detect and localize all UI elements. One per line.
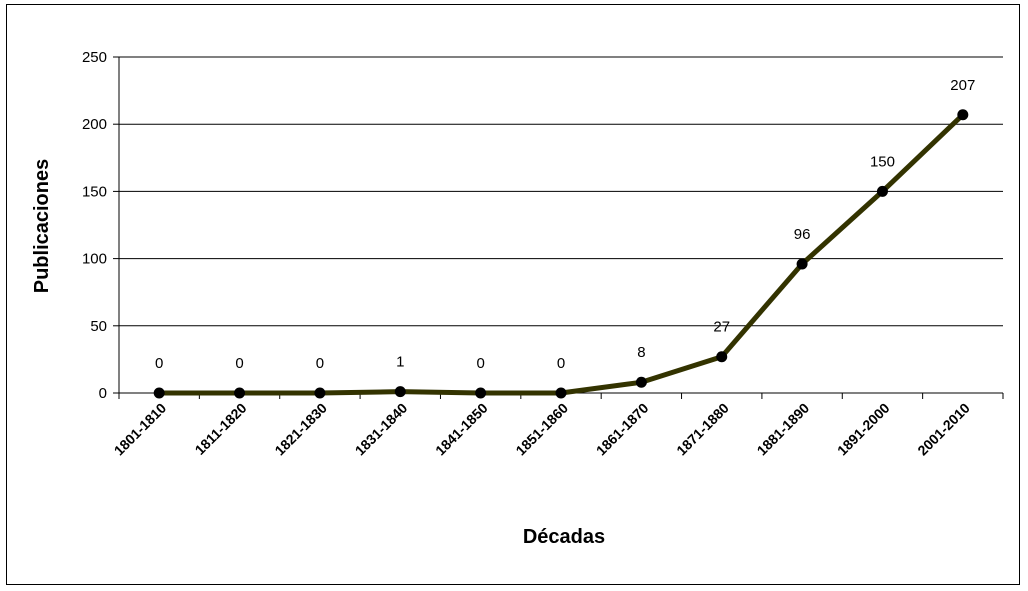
- series: [153, 109, 969, 399]
- data-label-1841-1850: 0: [476, 355, 484, 372]
- data-point-1881-1890: [796, 258, 808, 270]
- data-point-1811-1820: [234, 387, 246, 399]
- data-label-1801-1810: 0: [155, 355, 163, 372]
- x-tick-label-1871-1880: 1871-1880: [673, 400, 732, 459]
- y-axis-title: Publicaciones: [31, 159, 53, 294]
- data-label-2001-2010: 207: [950, 77, 975, 94]
- x-tick-label-1801-1810: 1801-1810: [111, 400, 170, 459]
- x-tick-label-1841-1850: 1841-1850: [432, 400, 491, 459]
- x-tick-label-1881-1890: 1881-1890: [754, 400, 813, 459]
- x-axis-title: Décadas: [523, 526, 605, 548]
- data-label-1881-1890: 96: [794, 226, 811, 243]
- data-label-1891-2000: 150: [870, 153, 895, 170]
- x-tick-label-2001-2010: 2001-2010: [914, 400, 973, 459]
- y-tick-label-50: 50: [90, 318, 107, 335]
- y-tick-labels: 0 50 100 150 200 250: [82, 49, 107, 402]
- series-line: [156, 112, 966, 396]
- data-label-1851-1860: 0: [557, 355, 565, 372]
- y-tick-label-200: 200: [82, 116, 107, 133]
- data-label-1861-1870: 8: [637, 344, 645, 361]
- data-label-1831-1840: 1: [396, 354, 404, 371]
- x-tick-label-1821-1830: 1821-1830: [271, 400, 330, 459]
- y-tick-label-250: 250: [82, 49, 107, 66]
- data-point-1831-1840: [394, 386, 406, 398]
- x-tick-labels: 1801-1810 1811-1820 1821-1830 1831-1840 1841…: [111, 400, 973, 459]
- x-tick-label-1851-1860: 1851-1860: [512, 400, 571, 459]
- data-label-1811-1820: 0: [235, 355, 243, 372]
- y-tick-label-100: 100: [82, 251, 107, 268]
- data-label-1821-1830: 0: [316, 355, 324, 372]
- data-labels: 0 0 0 1 0 0 8 27 96 150 207: [155, 77, 975, 372]
- data-point-1861-1870: [635, 376, 647, 388]
- data-point-1841-1850: [475, 387, 487, 399]
- data-label-1871-1880: 27: [713, 319, 730, 336]
- axes: [113, 56, 1004, 399]
- gridlines: [119, 56, 1003, 394]
- data-point-1871-1880: [716, 351, 728, 363]
- x-tick-label-1831-1840: 1831-1840: [352, 400, 411, 459]
- y-tick-label-0: 0: [99, 385, 107, 402]
- data-point-2001-2010: [957, 109, 969, 121]
- data-point-1851-1860: [555, 387, 567, 399]
- data-point-1801-1810: [153, 387, 165, 399]
- data-point-1891-2000: [876, 185, 888, 197]
- data-point-1821-1830: [314, 387, 326, 399]
- x-tick-label-1891-2000: 1891-2000: [834, 400, 893, 459]
- x-tick-label-1861-1870: 1861-1870: [593, 400, 652, 459]
- x-tick-label-1811-1820: 1811-1820: [192, 400, 250, 458]
- y-tick-label-150: 150: [82, 183, 107, 200]
- chart-frame: [6, 4, 1020, 585]
